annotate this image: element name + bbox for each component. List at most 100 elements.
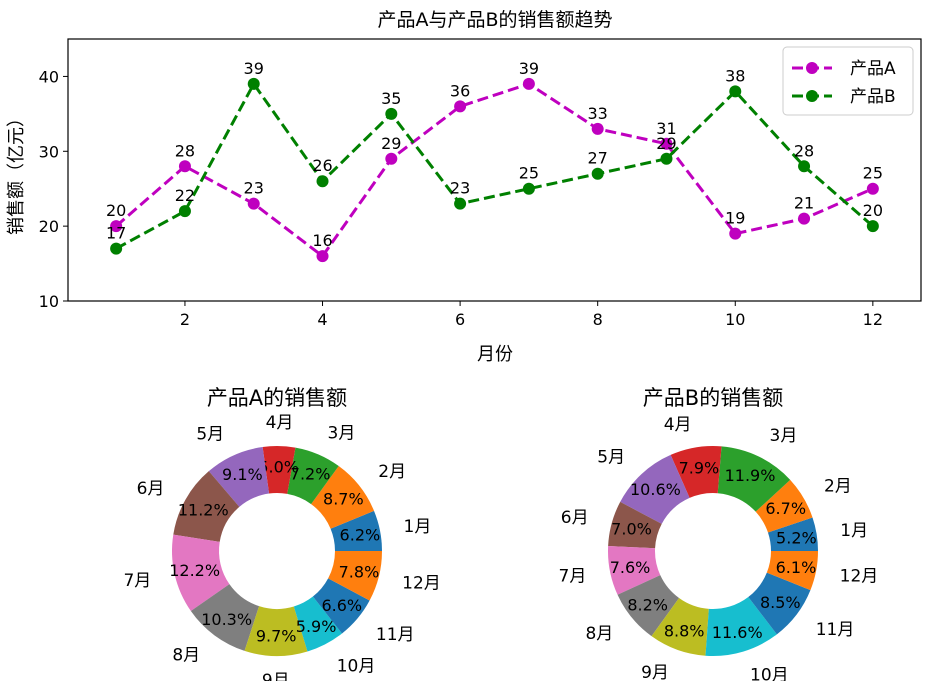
series-line-product-b — [115, 81, 874, 250]
data-label-product-b: 39 — [244, 59, 264, 78]
donut-b-month-label: 1月 — [840, 521, 868, 541]
data-point-product-a — [178, 160, 191, 173]
data-point-product-b — [178, 205, 191, 218]
donut-b-title: 产品B的销售额 — [643, 386, 783, 410]
donut-a-month-label: 9月 — [262, 671, 290, 681]
donut-a-percent-label: 9.1% — [222, 465, 263, 484]
y-tick-label: 20 — [39, 217, 59, 236]
data-point-product-a — [591, 122, 604, 135]
donut-b-month-label: 2月 — [824, 476, 852, 496]
data-label-product-b: 35 — [381, 89, 401, 108]
data-label-product-a: 21 — [794, 194, 814, 213]
donut-a-slice — [293, 596, 343, 652]
donut-a-percent-label: 5.0% — [258, 458, 299, 477]
donut-b-percent-label: 5.2% — [776, 528, 817, 547]
donut-a-month-label: 3月 — [328, 423, 356, 443]
line-plot-area: 2 4 6 8 10 12 10 20 30 40 20 28 23 16 29 36 39 33 31 19 21 25… — [39, 59, 883, 329]
data-point-product-a — [522, 77, 535, 90]
donut-a-percent-label: 10.3% — [201, 610, 252, 629]
donut-a-month-label: 7月 — [123, 571, 151, 591]
data-label-product-a: 29 — [381, 134, 401, 153]
y-axis-label: 销售额（亿元） — [6, 109, 27, 235]
donut-a-month-label: 11月 — [376, 625, 415, 645]
legend-marker-product-a — [806, 62, 818, 74]
data-point-product-a — [454, 100, 467, 113]
donut-a-slice — [330, 510, 382, 551]
donut-a-month-label: 1月 — [404, 517, 432, 537]
data-label-product-a: 25 — [863, 164, 883, 183]
donut-a-slice — [287, 447, 339, 505]
legend-marker-product-b — [806, 90, 818, 102]
donut-b-percent-label: 8.2% — [627, 596, 668, 615]
data-label-product-a: 31 — [656, 119, 676, 138]
data-point-product-b — [522, 182, 535, 195]
donut-a-slice — [328, 551, 382, 601]
x-tick-label: 4 — [317, 310, 327, 329]
donut-a-slices: 6.2% 1月 8.7% 2月 7.2% 3月 5.0% 4月 9.1% 5月 11.2% 6月 12.… — [123, 413, 440, 681]
donut-b-slice — [755, 479, 813, 533]
donut-b-slice — [608, 545, 661, 595]
data-label-product-a: 20 — [106, 201, 126, 220]
data-label-product-b: 38 — [725, 66, 745, 85]
data-label-product-b: 26 — [312, 156, 332, 175]
y-tick-label: 30 — [39, 142, 59, 161]
data-label-product-a: 16 — [312, 231, 332, 250]
donut-a-month-label: 6月 — [137, 479, 165, 499]
data-label-product-a: 39 — [519, 59, 539, 78]
donut-b-percent-label: 11.9% — [725, 466, 776, 485]
donut-a-percent-label: 7.2% — [290, 464, 331, 483]
donut-b-percent-label: 8.8% — [664, 621, 705, 640]
donut-b-slice — [705, 597, 777, 656]
donut-b-slice — [767, 517, 818, 551]
donut-b-slice — [717, 446, 791, 512]
donut-a-percent-label: 6.6% — [321, 596, 362, 615]
x-tick-label: 2 — [180, 310, 190, 329]
donut-b-percent-label: 7.0% — [611, 520, 652, 539]
donut-a-month-label: 5月 — [196, 424, 224, 444]
x-tick-label: 8 — [593, 310, 603, 329]
donut-b-slices: 5.2% 1月 6.7% 2月 11.9% 3月 7.9% 4月 10.6% 5月 7.0% 6月 7.… — [559, 415, 879, 681]
plot-frame — [67, 38, 922, 302]
donut-b-month-label: 12月 — [840, 566, 879, 586]
data-label-product-a: 28 — [175, 141, 195, 160]
donut-a-slice — [172, 534, 230, 612]
donut-chart-product-a: 产品A的销售额 6.2% 1月 8.7% 2月 7.2% 3月 5.0% 4月 9.1% 5月 11… — [123, 386, 440, 681]
donut-b-slice — [651, 598, 709, 656]
donut-b-percent-label: 11.6% — [712, 623, 763, 642]
data-point-product-b — [316, 175, 329, 188]
donut-a-percent-label: 9.7% — [256, 626, 297, 645]
data-point-product-b — [110, 242, 123, 255]
data-point-product-b — [798, 160, 811, 173]
data-point-product-b — [591, 167, 604, 180]
donut-b-slice — [608, 501, 662, 549]
donut-a-month-label: 8月 — [172, 646, 200, 666]
data-point-product-b — [866, 220, 879, 233]
donut-b-percent-label: 7.6% — [610, 558, 651, 577]
line-chart: 产品A与产品B的销售额趋势 2 4 6 8 10 12 10 20 30 40 20 28 23 16 29… — [6, 9, 922, 365]
donut-a-title: 产品A的销售额 — [207, 386, 347, 410]
data-label-product-b: 22 — [175, 186, 195, 205]
donut-b-month-label: 10月 — [750, 666, 789, 681]
x-tick-label: 6 — [455, 310, 465, 329]
donut-a-month-label: 12月 — [402, 573, 441, 593]
data-label-product-b: 25 — [519, 164, 539, 183]
donut-b-percent-label: 10.6% — [630, 480, 681, 499]
legend: 产品A 产品B — [782, 46, 914, 116]
donut-a-slice — [190, 584, 260, 651]
data-point-product-b — [247, 77, 260, 90]
data-label-product-a: 19 — [725, 209, 745, 228]
data-label-product-b: 20 — [863, 201, 883, 220]
data-point-product-a — [729, 227, 742, 240]
donut-a-month-label: 10月 — [337, 656, 376, 676]
donut-a-percent-label: 8.7% — [323, 490, 364, 509]
x-axis-label: 月份 — [477, 344, 513, 365]
legend-label-product-b: 产品B — [850, 87, 896, 107]
donut-b-month-label: 8月 — [585, 624, 613, 644]
donut-b-month-label: 6月 — [561, 508, 589, 528]
y-tick-label: 40 — [39, 67, 59, 86]
data-label-product-b: 29 — [656, 134, 676, 153]
data-point-product-a — [866, 182, 879, 195]
data-point-product-a — [316, 250, 329, 263]
data-label-product-b: 28 — [794, 141, 814, 160]
